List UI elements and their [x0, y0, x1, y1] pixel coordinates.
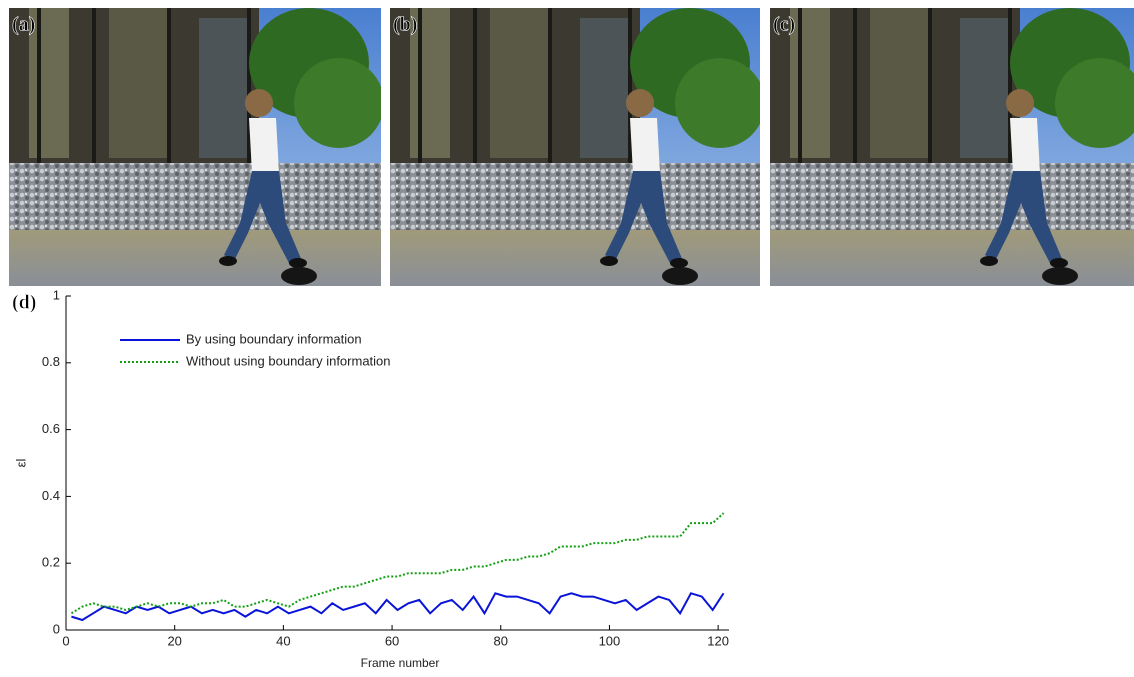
- legend-label: By using boundary information: [186, 331, 362, 346]
- photo-c: [770, 8, 1134, 286]
- x-tick-label: 100: [599, 633, 621, 648]
- y-axis-label: εl: [13, 459, 28, 468]
- x-tick-label: 0: [62, 633, 69, 648]
- x-tick-label: 120: [707, 633, 729, 648]
- panel-label: (b): [393, 14, 417, 36]
- x-tick-label: 80: [494, 633, 508, 648]
- series-line: [71, 593, 723, 620]
- y-tick-label: 0.8: [42, 354, 60, 369]
- series-line: [71, 513, 723, 613]
- y-tick-label: 0.2: [42, 555, 60, 570]
- figure: (a) (b) (c) (d) Frame number εl 0 0.2 0.4 0…: [0, 0, 1134, 672]
- photo-a: [9, 8, 384, 286]
- y-tick-label: 0.4: [42, 488, 60, 503]
- x-axis-label: Frame number: [361, 656, 440, 670]
- y-tick-label: 0: [53, 621, 60, 636]
- panel-label: (a): [12, 14, 35, 36]
- y-tick-label: 1: [53, 287, 60, 302]
- panel-label: (d): [12, 292, 36, 314]
- x-tick-label: 40: [276, 633, 290, 648]
- x-tick-label: 20: [167, 633, 181, 648]
- legend-label: Without using boundary information: [186, 353, 391, 368]
- x-tick-label: 60: [385, 633, 399, 648]
- y-tick-label: 0.6: [42, 421, 60, 436]
- photo-b: [390, 8, 765, 286]
- panel-label: (c): [773, 14, 795, 36]
